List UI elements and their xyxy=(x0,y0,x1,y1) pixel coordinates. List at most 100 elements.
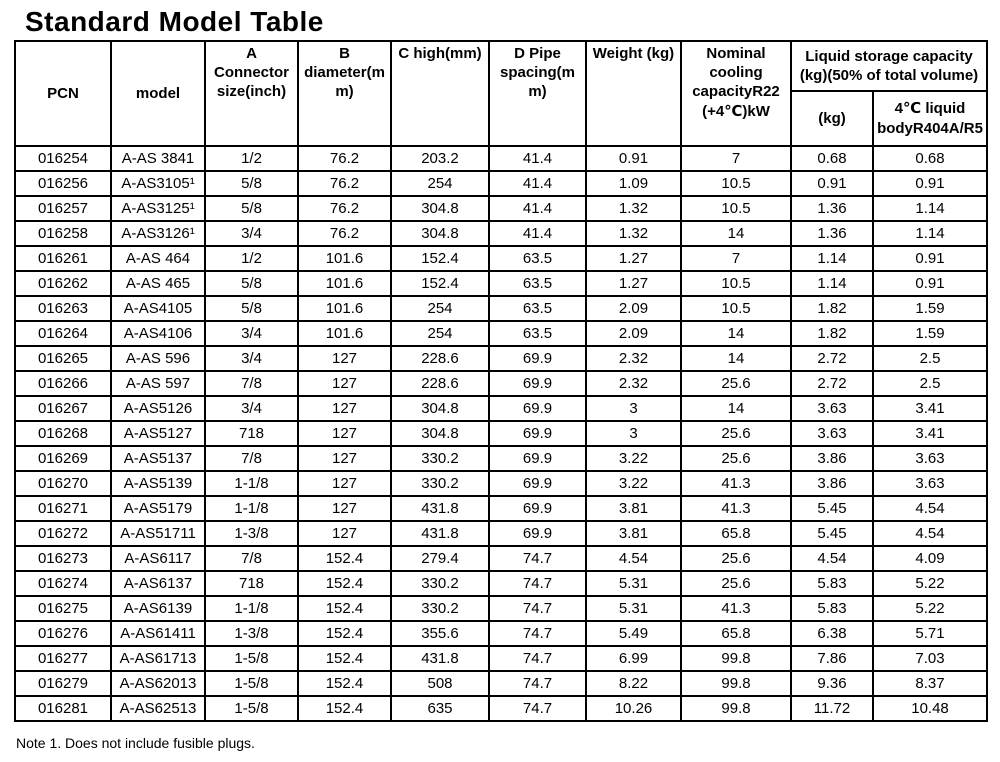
col-header-connector-size: A Connector size(inch) xyxy=(204,40,299,147)
col-header-model: model xyxy=(110,40,206,147)
table-cell: 3.63 xyxy=(871,470,989,497)
table-cell: 330.2 xyxy=(390,595,490,622)
table-cell: 016267 xyxy=(14,395,112,422)
table-cell: 1-5/8 xyxy=(204,695,299,722)
table-cell: A-AS5179 xyxy=(110,495,206,522)
table-cell: 25.6 xyxy=(680,545,792,572)
table-cell: 1-5/8 xyxy=(204,670,299,697)
table-row: 016261 A-AS 464 1/2 101.6 152.4 63.5 1.27 7 1.14… xyxy=(14,245,989,272)
table-cell: 1-1/8 xyxy=(204,495,299,522)
table-cell: 016261 xyxy=(14,245,112,272)
table-cell: 228.6 xyxy=(390,370,490,397)
table-cell: A-AS3126¹ xyxy=(110,220,206,247)
table-cell: 25.6 xyxy=(680,445,792,472)
table-cell: 3.63 xyxy=(871,445,989,472)
table-cell: 152.4 xyxy=(297,545,392,572)
table-cell: 5.31 xyxy=(585,595,682,622)
table-cell: A-AS5127 xyxy=(110,420,206,447)
table-cell: 152.4 xyxy=(297,620,392,647)
table-cell: 3 xyxy=(585,420,682,447)
table-cell: 016273 xyxy=(14,545,112,572)
table-cell: 254 xyxy=(390,170,490,197)
table-cell: 101.6 xyxy=(297,270,392,297)
table-cell: 1.36 xyxy=(790,195,874,222)
table-cell: A-AS5139 xyxy=(110,470,206,497)
table-cell: 2.5 xyxy=(871,370,989,397)
col-header-liquid-kg: (kg) xyxy=(790,90,874,147)
table-cell: 2.32 xyxy=(585,370,682,397)
table-cell: 3.86 xyxy=(790,470,874,497)
table-cell: 127 xyxy=(297,345,392,372)
table-cell: 5/8 xyxy=(204,195,299,222)
table-cell: 1.59 xyxy=(871,295,989,322)
table-cell: 016266 xyxy=(14,370,112,397)
table-cell: 1.32 xyxy=(585,220,682,247)
table-cell: 101.6 xyxy=(297,245,392,272)
table-header: PCN model A Connector size(inch) B diame… xyxy=(14,40,989,147)
table-cell: 69.9 xyxy=(488,395,587,422)
table-cell: 016274 xyxy=(14,570,112,597)
table-cell: 016272 xyxy=(14,520,112,547)
table-cell: 1/2 xyxy=(204,245,299,272)
table-cell: 10.5 xyxy=(680,295,792,322)
table-cell: 1-1/8 xyxy=(204,595,299,622)
table-cell: A-AS5137 xyxy=(110,445,206,472)
table-cell: A-AS5126 xyxy=(110,395,206,422)
table-cell: 3/4 xyxy=(204,395,299,422)
table-cell: 7.03 xyxy=(871,645,989,672)
footnote: Note 1. Does not include fusible plugs. xyxy=(16,735,255,751)
table-cell: 254 xyxy=(390,295,490,322)
table-cell: 5.71 xyxy=(871,620,989,647)
table-cell: 69.9 xyxy=(488,420,587,447)
table-cell: 25.6 xyxy=(680,570,792,597)
table-cell: 127 xyxy=(297,520,392,547)
table-row: 016281 A-AS62513 1-5/8 152.4 635 74.7 10.26 99.… xyxy=(14,695,989,722)
table-cell: 5/8 xyxy=(204,170,299,197)
table-cell: 5.45 xyxy=(790,520,874,547)
table-row: 016270 A-AS5139 1-1/8 127 330.2 69.9 3.22 41.3 3… xyxy=(14,470,989,497)
table-cell: 016277 xyxy=(14,645,112,672)
table-cell: 63.5 xyxy=(488,320,587,347)
table-cell: A-AS51711 xyxy=(110,520,206,547)
table-cell: 5.49 xyxy=(585,620,682,647)
table-cell: A-AS62013 xyxy=(110,670,206,697)
table-cell: 7 xyxy=(680,145,792,172)
table-cell: 5/8 xyxy=(204,270,299,297)
table-cell: 25.6 xyxy=(680,420,792,447)
table-cell: 1-1/8 xyxy=(204,470,299,497)
table-cell: 63.5 xyxy=(488,270,587,297)
table-cell: 1.82 xyxy=(790,320,874,347)
table-cell: 41.4 xyxy=(488,195,587,222)
table-cell: 6.99 xyxy=(585,645,682,672)
table-cell: 1.14 xyxy=(790,270,874,297)
table-cell: 127 xyxy=(297,470,392,497)
table-body: 016254 A-AS 3841 1/2 76.2 203.2 41.4 0.91 7 0.68… xyxy=(14,145,989,722)
table-cell: 203.2 xyxy=(390,145,490,172)
table-cell: 3.63 xyxy=(790,395,874,422)
table-cell: 2.72 xyxy=(790,370,874,397)
table-cell: 1.27 xyxy=(585,270,682,297)
table-cell: 152.4 xyxy=(390,270,490,297)
table-cell: A-AS61411 xyxy=(110,620,206,647)
table-cell: 1.14 xyxy=(871,220,989,247)
table-cell: 69.9 xyxy=(488,345,587,372)
table-cell: A-AS6137 xyxy=(110,570,206,597)
table-cell: 016269 xyxy=(14,445,112,472)
table-cell: 1-3/8 xyxy=(204,520,299,547)
table-cell: 74.7 xyxy=(488,695,587,722)
table-cell: 3.22 xyxy=(585,445,682,472)
table-cell: 63.5 xyxy=(488,295,587,322)
table-cell: 99.8 xyxy=(680,645,792,672)
table-cell: 016281 xyxy=(14,695,112,722)
table-cell: 127 xyxy=(297,370,392,397)
table-cell: 2.09 xyxy=(585,295,682,322)
table-cell: A-AS 596 xyxy=(110,345,206,372)
table-cell: 4.54 xyxy=(871,495,989,522)
table-cell: 76.2 xyxy=(297,220,392,247)
table-cell: 74.7 xyxy=(488,670,587,697)
table-cell: 76.2 xyxy=(297,145,392,172)
col-header-liquid-4c-body: 4℃ liquid bodyR404A/R5 xyxy=(871,90,989,147)
table-cell: 8.37 xyxy=(871,670,989,697)
table-cell: 1.14 xyxy=(871,195,989,222)
